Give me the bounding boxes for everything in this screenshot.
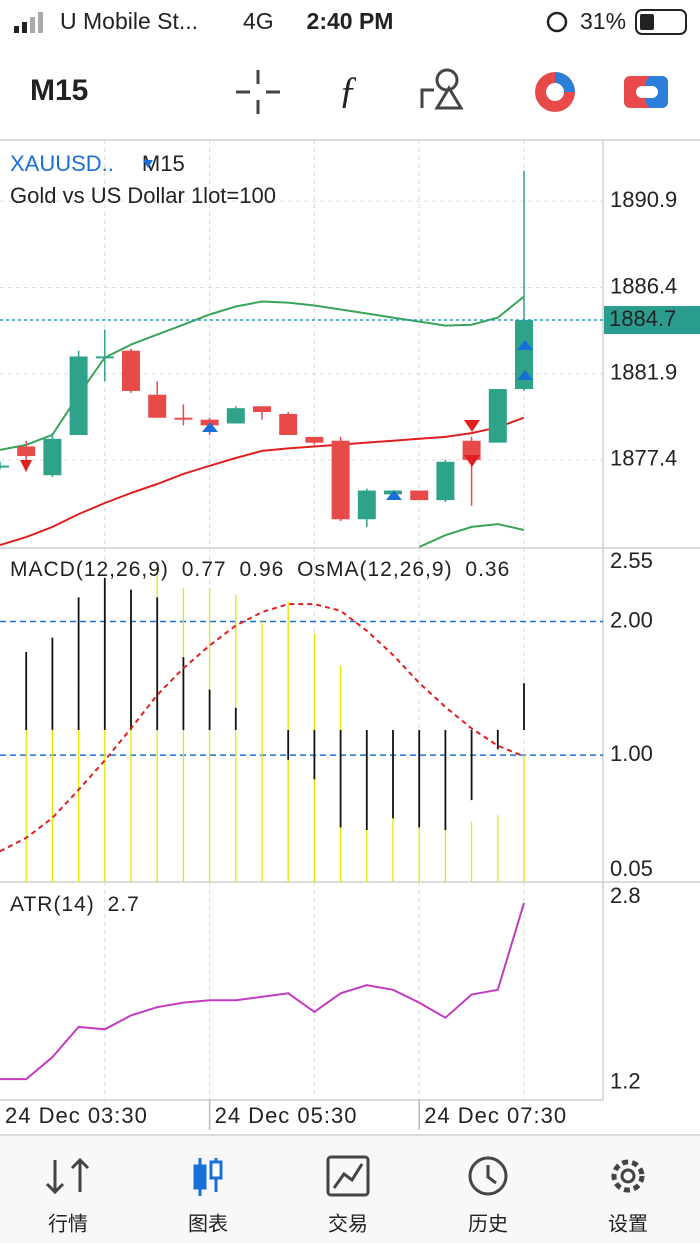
objects-button[interactable] (420, 68, 464, 110)
status-bar: U Mobile St... 4G 2:40 PM 31% (14, 8, 687, 35)
plots: 1877.4 1881.9 1886.4 1890.9 1884.7 0.05 1.00 2.… (0, 140, 700, 1130)
nav-label[interactable]: 设置 (608, 1212, 648, 1235)
symbol-dropdown[interactable] (143, 160, 153, 168)
candle-body (226, 408, 245, 424)
timeframe-button[interactable]: M15 (30, 74, 88, 107)
y-tick-label: 1.00 (610, 741, 653, 766)
candle-body (357, 490, 376, 520)
chart-frame (0, 139, 700, 1136)
y-tick-label: 1886.4 (610, 273, 677, 298)
candle-body (331, 440, 350, 520)
candle-body (69, 356, 88, 435)
atr-title: ATR(14) (10, 893, 95, 916)
x-tick-label: 24 Dec 07:30 (424, 1103, 567, 1128)
y-tick-label: 2.00 (610, 607, 653, 632)
candle-body (305, 436, 324, 443)
candle-body (17, 446, 36, 457)
candle-body (148, 394, 167, 418)
atr-header: ATR(14) 2.7 (10, 893, 140, 916)
macd-signal: 0.96 (239, 558, 284, 581)
y-tick-label: 1877.4 (610, 446, 677, 471)
panel-candlestick (0, 140, 603, 548)
y-tick-label: 1890.9 (610, 187, 677, 212)
x-tick-label: 24 Dec 05:30 (215, 1103, 358, 1128)
carrier: U Mobile St... (60, 8, 198, 34)
network: 4G (243, 8, 274, 34)
symbol-header: XAUUSD.. M15 (10, 151, 185, 176)
panel-line (0, 882, 525, 1100)
nav-icons (45, 1155, 645, 1197)
candle-body (253, 406, 271, 412)
y-tick-label: 0.05 (610, 856, 653, 881)
symbol-description: Gold vs US Dollar 1lot=100 (10, 183, 276, 208)
nav-bar (0, 1136, 700, 1243)
x-tick-label: 24 Dec 03:30 (5, 1103, 148, 1128)
nav-label[interactable]: 行情 (48, 1212, 88, 1235)
trade-button[interactable] (535, 72, 575, 112)
signal-line (0, 603, 525, 853)
signal-arrows (20, 340, 533, 500)
macd-main: 0.77 (182, 558, 227, 581)
candle-body (43, 438, 62, 476)
crosshair-button[interactable] (236, 70, 280, 114)
account-button[interactable] (624, 76, 668, 108)
y-tick-label: 2.55 (610, 548, 653, 573)
candle-body (174, 417, 193, 420)
candle-body (122, 350, 140, 391)
symbol[interactable]: XAUUSD.. (10, 151, 114, 176)
candle-body (515, 320, 533, 390)
overlay-line (418, 523, 525, 548)
nav-label[interactable]: 图表 (188, 1212, 228, 1235)
indicator-line (0, 902, 525, 1081)
y-tick-label: 1881.9 (610, 360, 677, 385)
battery-level: 31% (580, 8, 626, 34)
nav-label[interactable]: 交易 (328, 1212, 368, 1235)
nav-labels: 行情 图表 交易 历史 设置 (48, 1212, 648, 1235)
candle-body (436, 461, 455, 501)
candle-body (95, 356, 114, 359)
y-tick-label: 2.8 (610, 883, 641, 908)
macd-header: MACD(12,26,9) 0.77 0.96 OsMA(12,26,9) 0.… (10, 558, 510, 581)
indicators-button[interactable]: ƒ (339, 70, 358, 112)
last-price-label: 1884.7 (609, 306, 676, 331)
last-price-box (604, 306, 700, 335)
candle-body (488, 389, 507, 443)
toolbar: M15 ƒ (30, 68, 668, 114)
nav-label[interactable]: 历史 (468, 1212, 508, 1235)
osma-title: OsMA(12,26,9) (297, 558, 452, 581)
candle-body (279, 413, 298, 435)
y-tick-label: 1.2 (610, 1068, 641, 1093)
macd-title: MACD(12,26,9) (10, 558, 169, 581)
osma-value: 0.36 (465, 558, 510, 581)
candle-body (0, 465, 9, 468)
panel-macd (0, 548, 603, 882)
atr-value: 2.7 (108, 893, 140, 916)
clock: 2:40 PM (307, 8, 394, 34)
candle-body (410, 490, 429, 501)
overlay-line (0, 416, 525, 547)
